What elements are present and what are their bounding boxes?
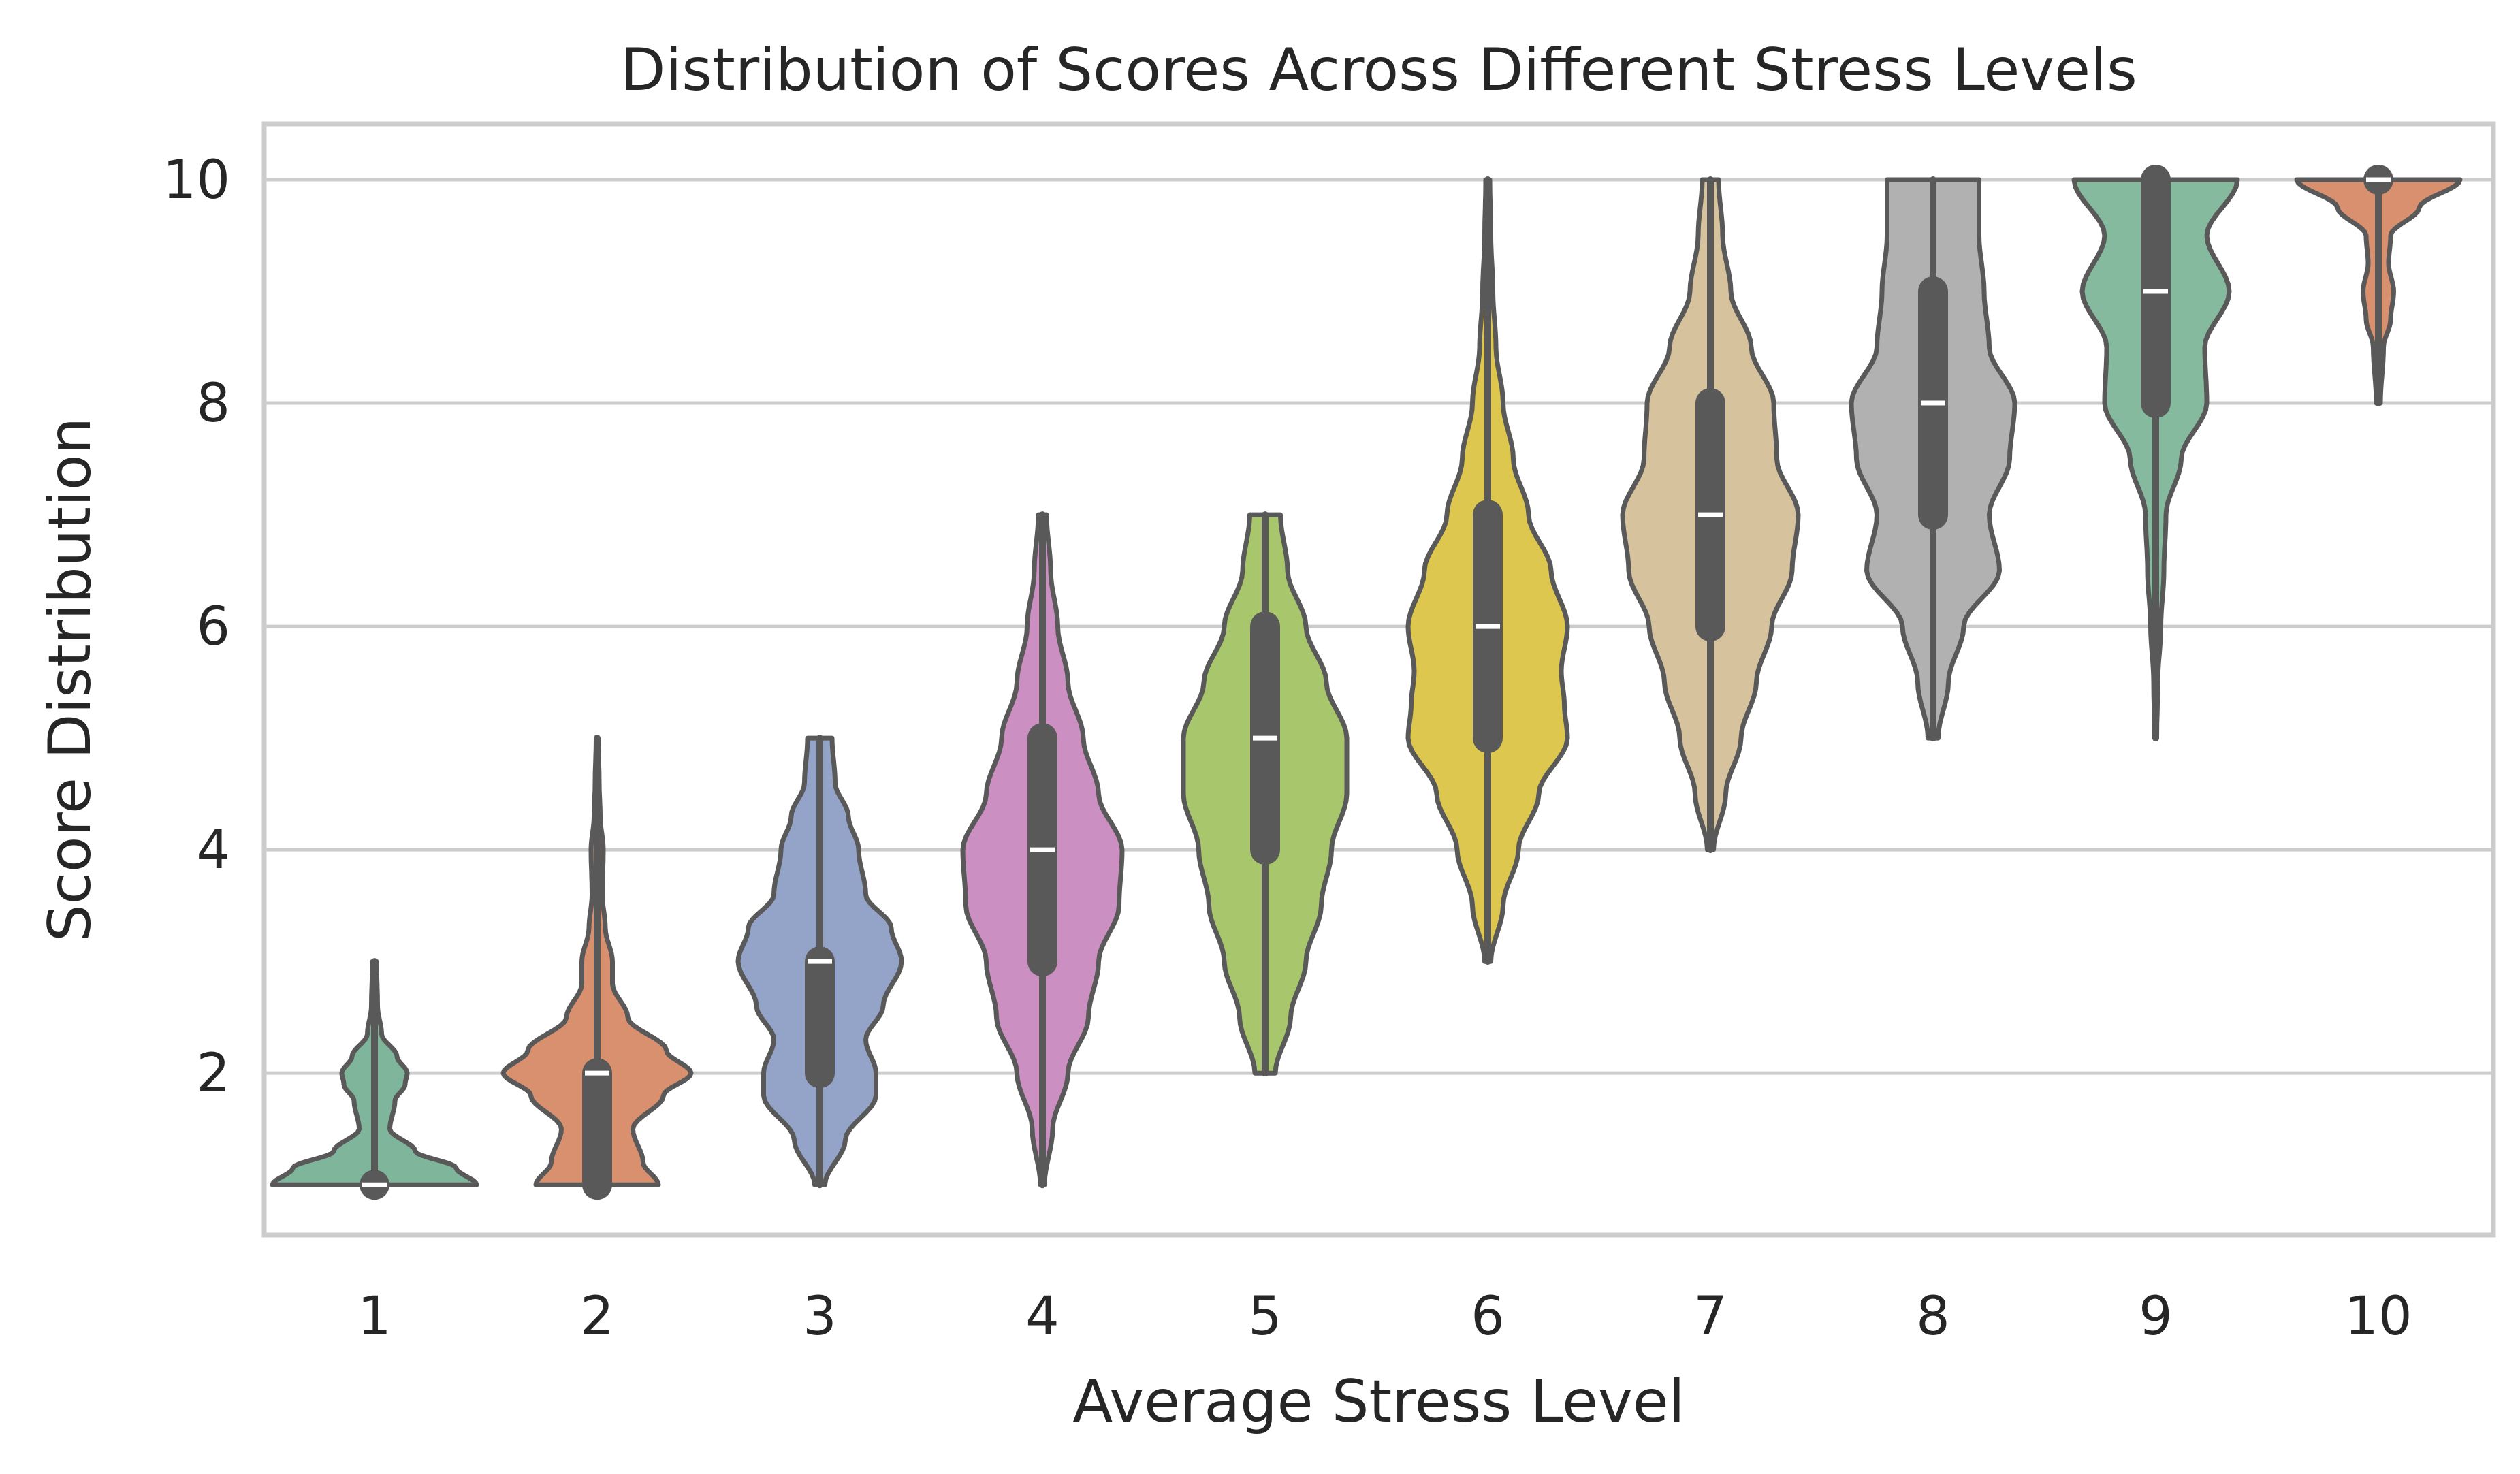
y-tick-label-2: 2 bbox=[196, 1043, 230, 1104]
violin-10 bbox=[2294, 165, 2463, 407]
x-tick-label-3: 3 bbox=[803, 1286, 837, 1347]
violin-7 bbox=[1620, 176, 1801, 854]
y-tick-label-8: 8 bbox=[196, 373, 230, 434]
y-tick-label-4: 4 bbox=[196, 820, 230, 881]
violin-8 bbox=[1849, 176, 2017, 742]
chart-title: Distribution of Scores Across Different … bbox=[620, 36, 2137, 104]
x-tick-label-6: 6 bbox=[1471, 1286, 1505, 1347]
y-axis-label: Score Distribution bbox=[36, 417, 104, 942]
x-tick-labels: 1 2 3 4 5 6 7 8 9 10 bbox=[357, 1286, 2412, 1347]
violin-5 bbox=[1181, 511, 1350, 1077]
x-tick-label-1: 1 bbox=[357, 1286, 392, 1347]
violin-6 bbox=[1405, 176, 1570, 965]
violin-1 bbox=[270, 958, 479, 1200]
x-tick-label-5: 5 bbox=[1248, 1286, 1282, 1347]
x-axis-label: Average Stress Level bbox=[1072, 1368, 1685, 1436]
x-tick-label-7: 7 bbox=[1693, 1286, 1727, 1347]
y-tick-label-10: 10 bbox=[163, 150, 230, 211]
violin-3 bbox=[735, 735, 904, 1189]
x-tick-label-10: 10 bbox=[2344, 1286, 2412, 1347]
violin-9 bbox=[2071, 165, 2240, 742]
violin-4 bbox=[960, 511, 1125, 1189]
x-tick-label-4: 4 bbox=[1025, 1286, 1059, 1347]
violin-2 bbox=[500, 735, 694, 1200]
x-tick-label-2: 2 bbox=[580, 1286, 614, 1347]
x-tick-label-8: 8 bbox=[1916, 1286, 1950, 1347]
y-tick-labels: 2 4 6 8 10 bbox=[163, 150, 230, 1104]
violins bbox=[270, 165, 2463, 1200]
y-tick-label-6: 6 bbox=[196, 596, 230, 658]
x-tick-label-9: 9 bbox=[2139, 1286, 2173, 1347]
plot-frame bbox=[261, 121, 2496, 1238]
